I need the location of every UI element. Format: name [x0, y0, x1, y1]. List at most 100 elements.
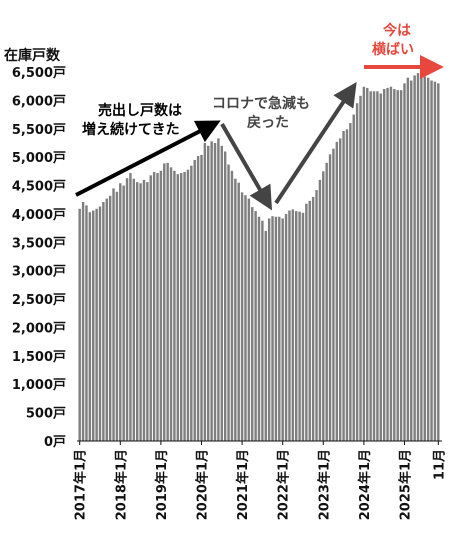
bar	[281, 218, 284, 441]
x-tick-label: 2024年1月	[357, 449, 373, 520]
bar	[328, 154, 332, 441]
x-tick-label: 2019年1月	[154, 449, 170, 520]
bar	[379, 93, 383, 441]
bar	[237, 182, 240, 441]
bar	[308, 200, 311, 441]
bar	[396, 90, 399, 442]
bar	[223, 151, 227, 442]
bar	[88, 212, 92, 441]
bar	[426, 77, 430, 442]
bar	[342, 131, 345, 442]
bar	[240, 192, 244, 441]
bar	[210, 141, 213, 441]
bar	[338, 138, 342, 442]
bar	[251, 207, 254, 441]
bar	[352, 114, 355, 441]
bar	[399, 90, 403, 442]
bar	[196, 156, 200, 441]
bar	[159, 170, 163, 441]
bar	[420, 73, 423, 441]
bar	[139, 183, 142, 441]
annotation-corona-line1: コロナで急減も	[212, 95, 310, 112]
x-axis: 2017年1月 2018年1月 2019年1月 2020年1月 2021年1月 2022年…	[73, 441, 447, 520]
bar	[261, 220, 264, 441]
bar	[372, 91, 376, 442]
bar	[410, 80, 413, 442]
bar	[362, 86, 366, 441]
trend-arrow-recover	[274, 82, 357, 205]
bar	[183, 171, 186, 441]
bar	[254, 211, 257, 441]
bar	[132, 178, 136, 442]
bar	[393, 89, 396, 441]
bar	[149, 175, 152, 441]
bar	[81, 202, 85, 441]
y-tick-label: 2,500戸	[12, 293, 66, 308]
bar	[115, 191, 119, 441]
bar	[291, 209, 295, 441]
bar	[169, 167, 173, 441]
bar	[98, 206, 102, 441]
y-tick-label: 500戸	[26, 407, 66, 422]
x-tick-label: 2025年1月	[397, 449, 413, 520]
annotation-flat-line2: 横ばい	[372, 41, 414, 58]
bar	[366, 87, 369, 442]
bar	[423, 76, 426, 441]
y-axis: 0戸 500戸 1,000戸 1,500戸 2,000戸 2,500戸 3,000戸 3,50…	[12, 66, 66, 450]
bar	[230, 170, 234, 441]
bar	[389, 86, 393, 441]
bar	[193, 159, 196, 442]
trend-arrow-drop	[220, 122, 273, 211]
bar	[85, 205, 88, 441]
x-tick-label: 11月	[432, 449, 447, 480]
annotation-corona-line2: 戻った	[246, 114, 289, 131]
y-tick-label: 3,000戸	[12, 265, 66, 280]
bar	[135, 182, 139, 441]
y-tick-label: 1,500戸	[12, 350, 66, 365]
bar	[345, 129, 349, 441]
bar	[156, 173, 159, 442]
y-tick-label: 4,500戸	[12, 180, 66, 195]
bar	[267, 218, 271, 441]
x-tick-label: 2023年1月	[316, 449, 332, 520]
bar	[92, 210, 95, 441]
bar	[257, 216, 261, 441]
bar	[122, 185, 125, 441]
bar	[247, 198, 251, 441]
bar	[220, 145, 224, 442]
y-tick-label: 5,500戸	[12, 123, 66, 138]
bar	[416, 73, 420, 441]
bar	[207, 145, 210, 442]
bar	[142, 179, 146, 442]
x-tick-label: 2018年1月	[113, 449, 129, 520]
y-tick-label: 2,000戸	[12, 321, 66, 336]
bar	[355, 103, 359, 441]
bar	[105, 198, 108, 441]
bar	[359, 95, 362, 441]
annotation-increase-line1: 売出し戸数は	[98, 102, 182, 119]
bar	[264, 230, 267, 441]
bar	[200, 154, 203, 441]
y-tick-label: 1,000戸	[12, 378, 66, 393]
bar	[227, 164, 230, 441]
bar	[173, 170, 176, 441]
y-tick-label: 4,000戸	[12, 208, 66, 223]
bar	[274, 216, 278, 441]
bar	[129, 173, 132, 442]
bar	[305, 203, 308, 441]
bar	[190, 165, 193, 442]
bars	[78, 73, 440, 442]
y-tick-label: 5,000戸	[12, 151, 66, 166]
bar	[301, 212, 305, 441]
bar	[166, 162, 169, 441]
y-tick-label: 6,500戸	[12, 66, 66, 81]
bar	[403, 83, 406, 441]
bar	[271, 216, 274, 441]
bar	[78, 208, 81, 441]
bar	[295, 211, 298, 441]
bar	[217, 138, 220, 442]
y-tick-label: 0戸	[44, 435, 66, 450]
bar	[332, 148, 335, 441]
bar	[163, 163, 166, 441]
